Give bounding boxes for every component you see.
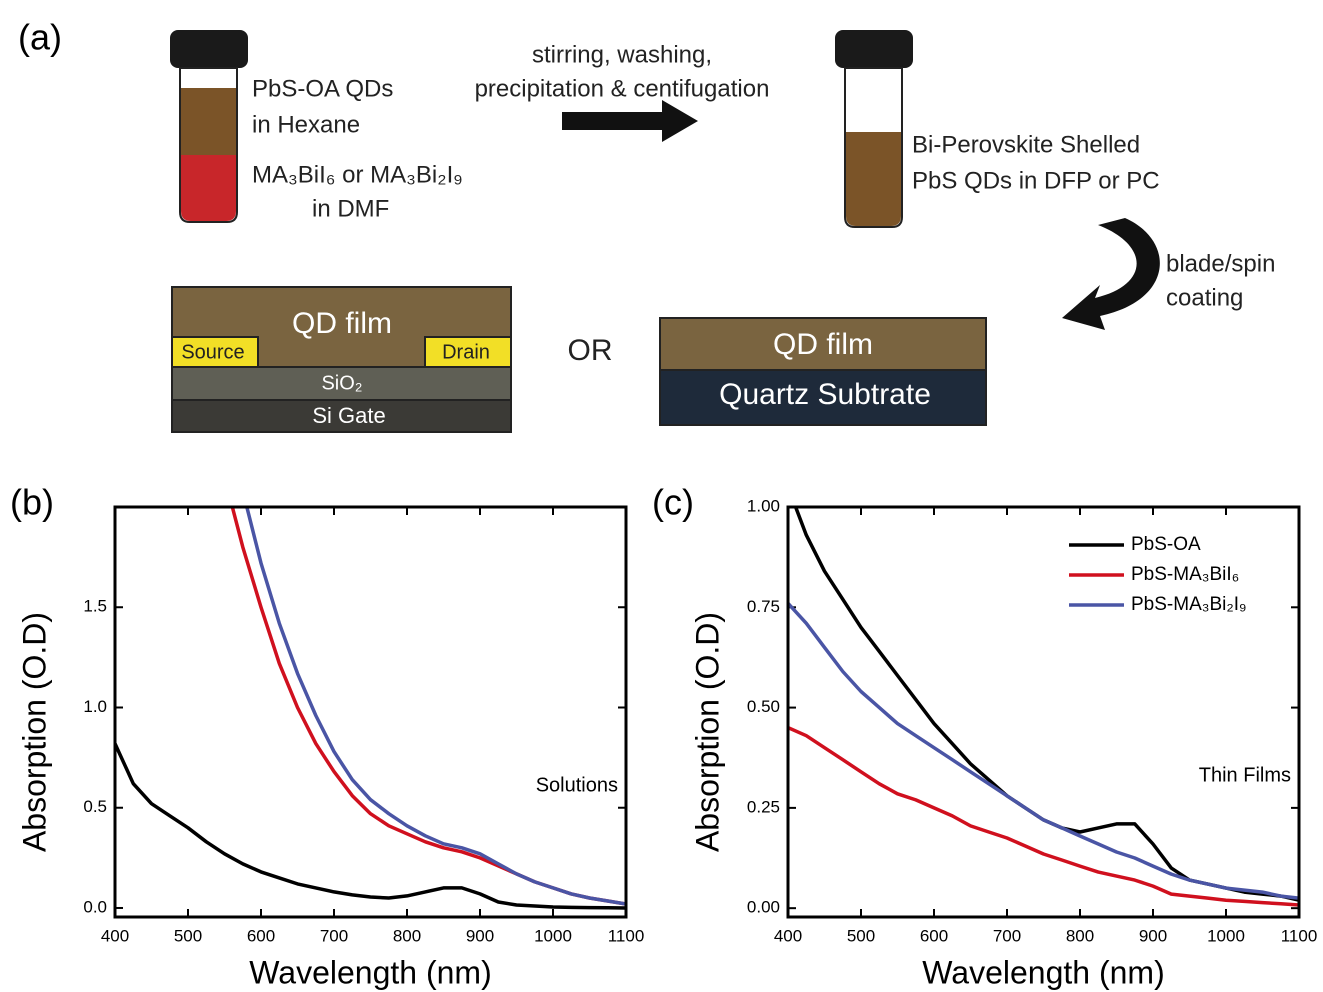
x-tick-label: 400 bbox=[774, 926, 802, 945]
x-tick-label: 400 bbox=[101, 926, 129, 945]
or-text: OR bbox=[568, 334, 613, 367]
layer-label: Si Gate bbox=[312, 403, 385, 428]
annotation: Thin Films bbox=[1199, 764, 1291, 786]
layer-label: Drain bbox=[442, 341, 490, 363]
hexane-layer bbox=[181, 88, 236, 155]
y-tick-label: 0.50 bbox=[747, 697, 780, 716]
data-line bbox=[230, 507, 626, 906]
x-tick-label: 700 bbox=[320, 926, 348, 945]
panel-label: (a) bbox=[18, 17, 62, 58]
x-tick-label: 1000 bbox=[1207, 926, 1245, 945]
x-tick-label: 1000 bbox=[534, 926, 572, 945]
vial-text: PbS QDs in DFP or PC bbox=[912, 167, 1160, 194]
arrow bbox=[562, 100, 698, 142]
legend-label: PbS-MA₃BiI₆ bbox=[1131, 564, 1239, 585]
x-tick-label: 500 bbox=[847, 926, 875, 945]
vial-cap bbox=[835, 30, 913, 68]
qd-film bbox=[659, 317, 987, 371]
x-tick-label: 900 bbox=[466, 926, 494, 945]
vial-text: MA₃BiI₆ or MA₃Bi₂I₉ bbox=[252, 161, 463, 188]
y-tick-label: 1.5 bbox=[83, 597, 107, 616]
plot-frame bbox=[786, 505, 1301, 919]
vial-text: PbS-OA QDs bbox=[252, 75, 393, 102]
coating-text: blade/spin bbox=[1166, 250, 1275, 277]
legend-label: PbS-MA₃Bi₂I₉ bbox=[1131, 594, 1247, 615]
shelled-qd-layer bbox=[846, 132, 901, 226]
x-tick-label: 1100 bbox=[608, 926, 645, 945]
layer-label: SiO₂ bbox=[321, 372, 362, 394]
panel-label: (b) bbox=[10, 482, 54, 523]
y-axis-label: Absorption (O.D) bbox=[689, 612, 725, 852]
y-tick-label: 0.5 bbox=[83, 797, 107, 816]
annotation: Solutions bbox=[536, 774, 618, 796]
vial-text: Bi-Perovskite Shelled bbox=[912, 131, 1140, 158]
plot-frame bbox=[113, 505, 628, 919]
layer-label: QD film bbox=[773, 328, 873, 361]
x-tick-label: 500 bbox=[174, 926, 202, 945]
data-line bbox=[788, 725, 1299, 907]
x-tick-label: 600 bbox=[247, 926, 275, 945]
data-line bbox=[245, 507, 626, 906]
x-axis-label: Wavelength (nm) bbox=[249, 954, 491, 990]
legend-label: PbS-OA bbox=[1131, 534, 1201, 555]
process-text: stirring, washing, bbox=[532, 41, 712, 68]
layer-label: Quartz Subtrate bbox=[719, 378, 931, 411]
panel-label: (c) bbox=[652, 482, 694, 523]
coating-text: coating bbox=[1166, 284, 1243, 311]
x-tick-label: 1100 bbox=[1281, 926, 1318, 945]
y-tick-label: 0.00 bbox=[747, 898, 780, 917]
dmf-layer bbox=[181, 155, 236, 221]
arrow bbox=[1062, 218, 1160, 330]
process-text: precipitation & centifugation bbox=[475, 75, 770, 102]
x-tick-label: 800 bbox=[1066, 926, 1094, 945]
gate-layer bbox=[171, 399, 512, 433]
y-tick-label: 0.75 bbox=[747, 597, 780, 616]
y-tick-label: 1.00 bbox=[747, 496, 780, 515]
oxide-layer bbox=[171, 366, 512, 401]
data-line bbox=[788, 602, 1299, 900]
x-tick-label: 700 bbox=[993, 926, 1021, 945]
x-axis-label: Wavelength (nm) bbox=[922, 954, 1164, 990]
vial-cap bbox=[170, 30, 248, 68]
layer-label: QD film bbox=[292, 307, 392, 340]
vial-text: in Hexane bbox=[252, 111, 360, 138]
data-line bbox=[115, 742, 626, 910]
y-tick-label: 0.0 bbox=[83, 897, 107, 916]
y-tick-label: 1.0 bbox=[83, 697, 107, 716]
y-axis-label: Absorption (O.D) bbox=[16, 612, 52, 852]
layer-label: Source bbox=[181, 341, 244, 363]
quartz-substrate bbox=[659, 369, 987, 426]
y-tick-label: 0.25 bbox=[747, 797, 780, 816]
x-tick-label: 600 bbox=[920, 926, 948, 945]
vial-text: in DMF bbox=[312, 195, 389, 222]
x-tick-label: 900 bbox=[1139, 926, 1167, 945]
x-tick-label: 800 bbox=[393, 926, 421, 945]
